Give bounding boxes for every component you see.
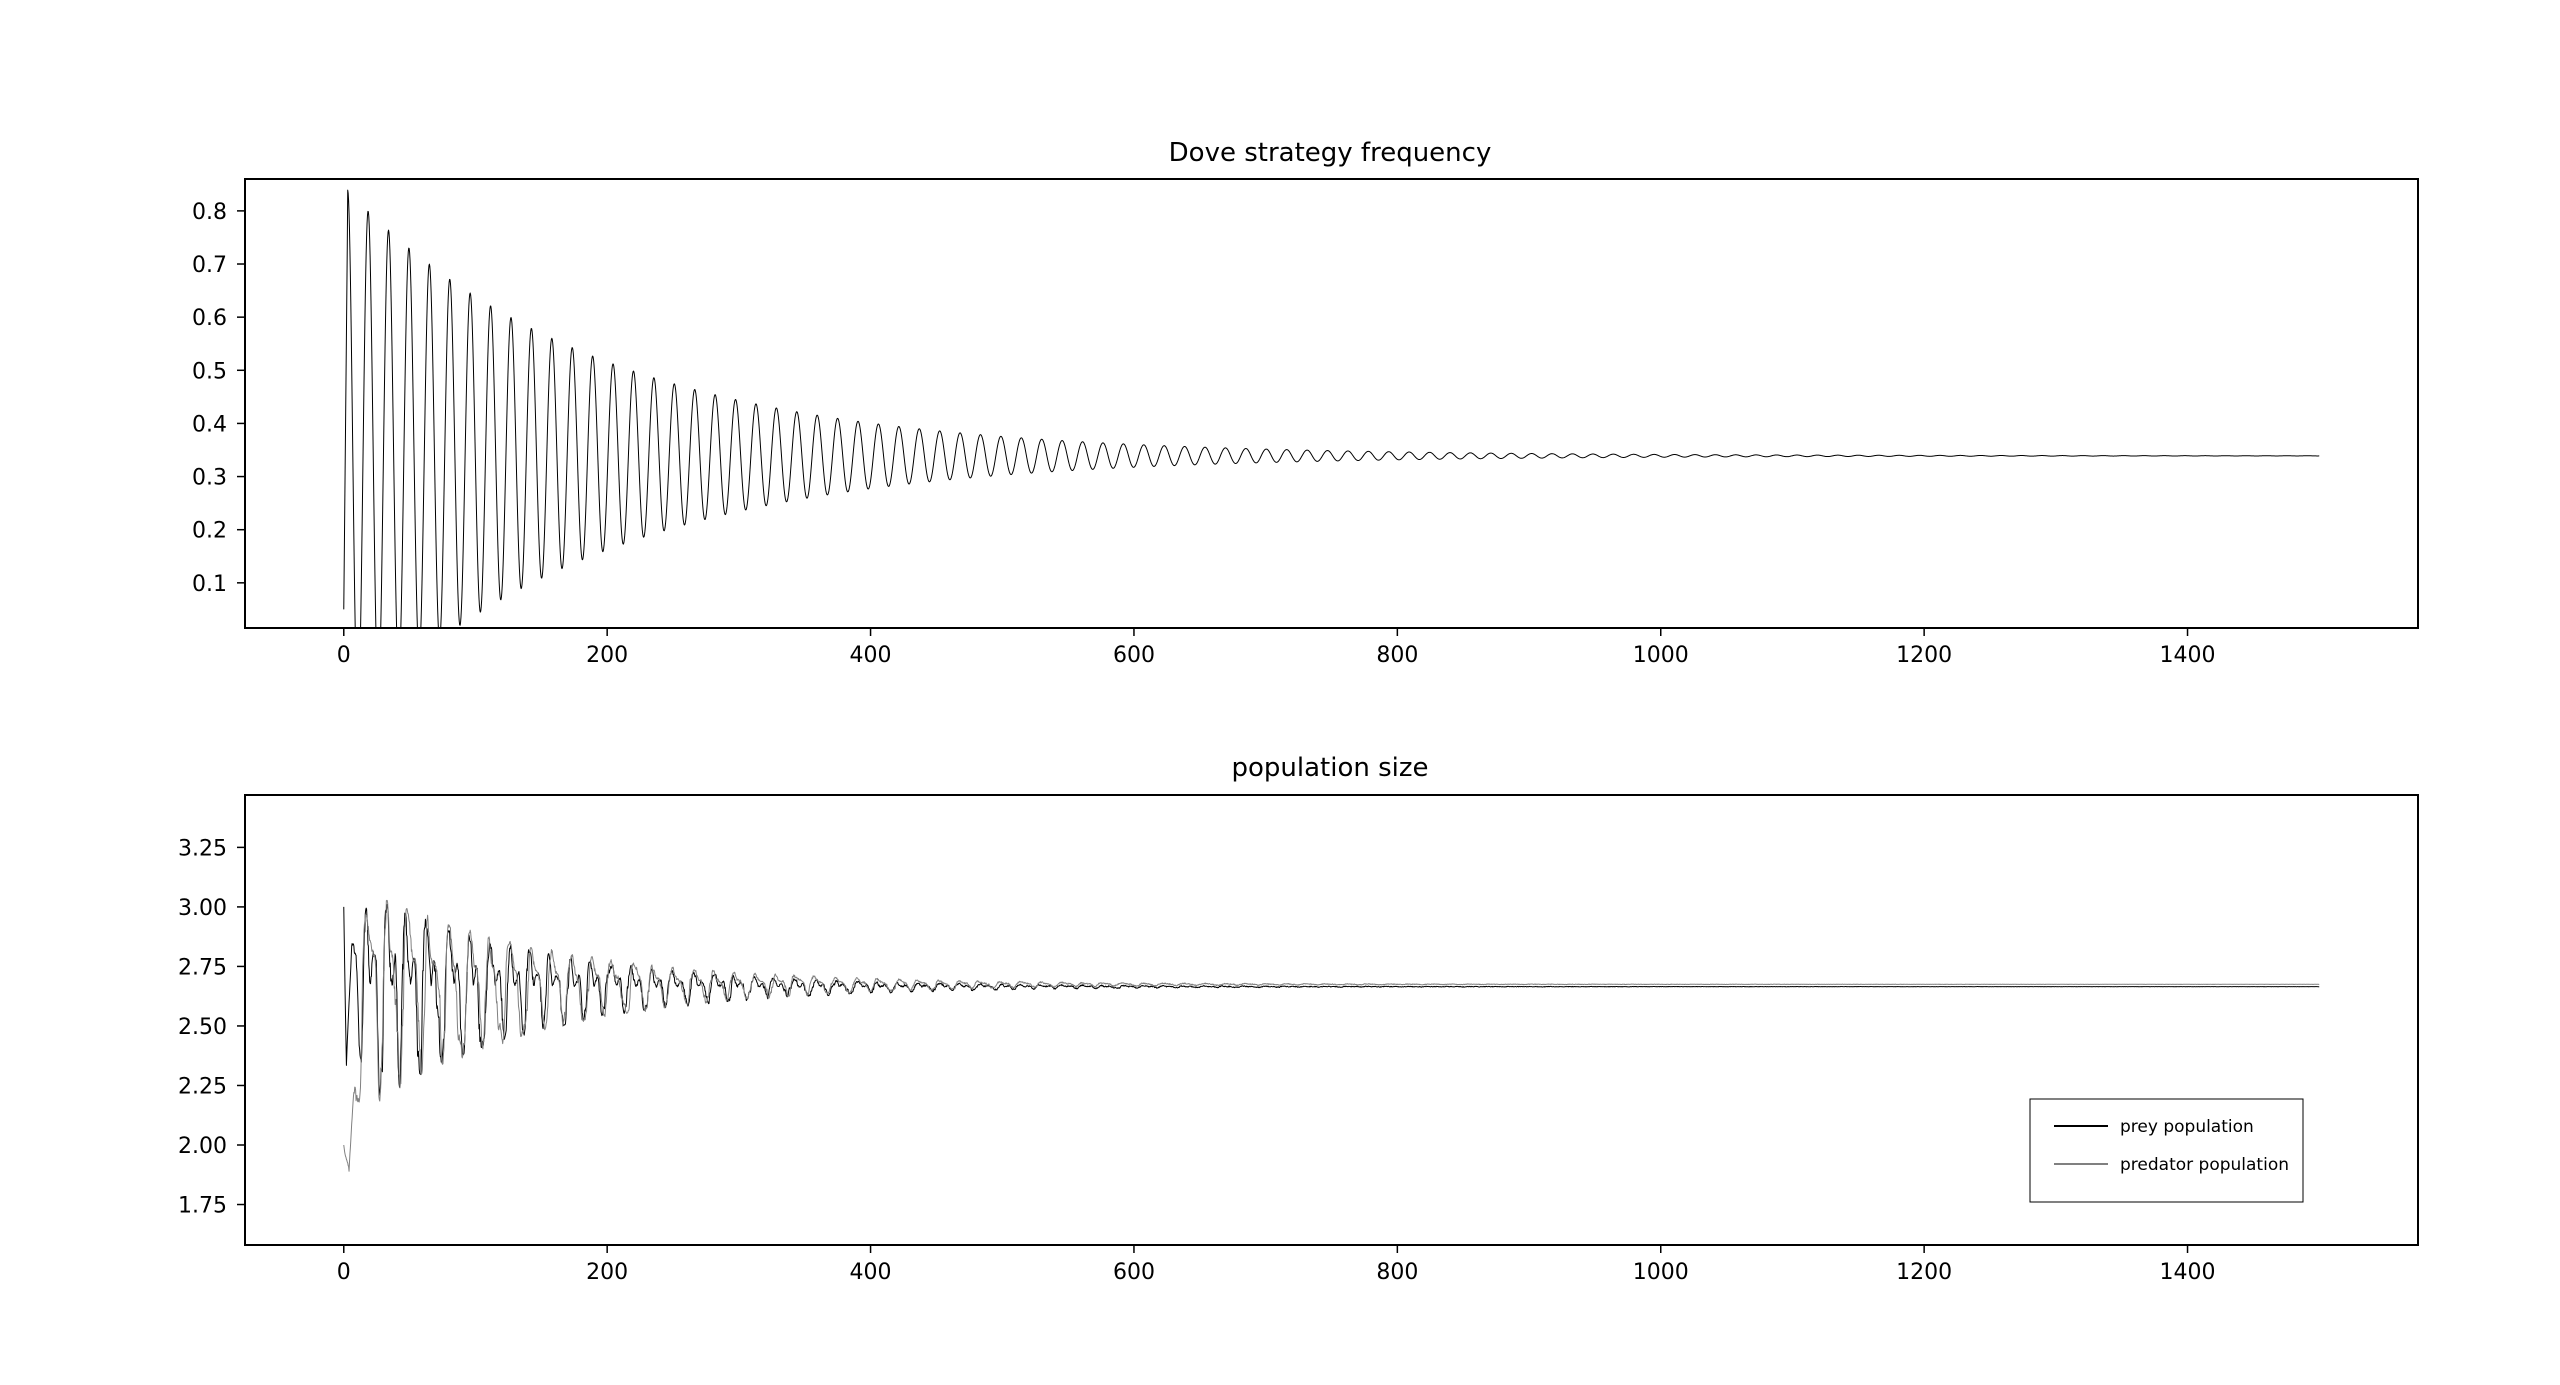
legend-box (2029, 1098, 2304, 1203)
series-line-dove-frequency (343, 189, 2320, 628)
x-tick-label: 200 (586, 1260, 628, 1285)
x-tick-label: 0 (337, 643, 351, 668)
x-tick-label: 1200 (1896, 1260, 1952, 1285)
plot-area (343, 899, 2320, 1172)
y-tick-label: 0.7 (192, 253, 227, 278)
axes-frame (244, 794, 2419, 1246)
series-line-predator-population (343, 899, 2320, 1172)
axes-frame (244, 178, 2419, 629)
x-tick-label: 1400 (2160, 1260, 2216, 1285)
y-tick-label: 1.75 (178, 1194, 227, 1219)
y-tick-label: 2.50 (178, 1015, 227, 1040)
x-tick-label: 600 (1113, 1260, 1155, 1285)
y-tick-label: 0.1 (192, 572, 227, 597)
x-tick-label: 400 (850, 1260, 892, 1285)
y-tick-label: 2.75 (178, 955, 227, 980)
x-tick-label: 1400 (2160, 643, 2216, 668)
y-tick-label: 0.2 (192, 519, 227, 544)
chart-title: Dove strategy frequency (1169, 138, 1492, 168)
y-tick-label: 0.4 (192, 412, 227, 437)
y-tick-label: 0.3 (192, 466, 227, 491)
legend-label: predator population (2120, 1155, 2289, 1175)
x-tick-label: 200 (586, 643, 628, 668)
x-tick-label: 800 (1376, 643, 1418, 668)
plot-area (343, 189, 2320, 628)
x-tick-label: 0 (337, 1260, 351, 1285)
y-tick-label: 0.6 (192, 306, 227, 331)
axes: 0 200 400 600 800 1000 1200 1400 0.1 0.2 0.3 0.4 0.5… (192, 178, 2419, 668)
chart-title: population size (1231, 753, 1428, 783)
series-line-prey-population (343, 903, 2320, 1096)
x-tick-label: 600 (1113, 643, 1155, 668)
legend-label: prey population (2120, 1117, 2254, 1137)
x-tick-label: 1000 (1633, 1260, 1689, 1285)
x-tick-label: 800 (1376, 1260, 1418, 1285)
dove-frequency-chart: Dove strategy frequency 0 200 400 600 800 100… (192, 138, 2419, 668)
y-tick-label: 3.00 (178, 896, 227, 921)
axes: 0 200 400 600 800 1000 1200 1400 1.75 2.00 2.25 2.5… (178, 794, 2419, 1285)
y-tick-label: 0.8 (192, 200, 227, 225)
population-size-chart: population size 0 200 400 600 800 1000 1200 140… (178, 753, 2419, 1285)
y-tick-label: 3.25 (178, 836, 227, 861)
x-tick-label: 1000 (1633, 643, 1689, 668)
y-tick-label: 2.25 (178, 1074, 227, 1099)
legend: prey population predator population (2029, 1098, 2304, 1203)
x-tick-label: 400 (850, 643, 892, 668)
y-tick-label: 2.00 (178, 1134, 227, 1159)
x-tick-label: 1200 (1896, 643, 1952, 668)
y-tick-label: 0.5 (192, 359, 227, 384)
